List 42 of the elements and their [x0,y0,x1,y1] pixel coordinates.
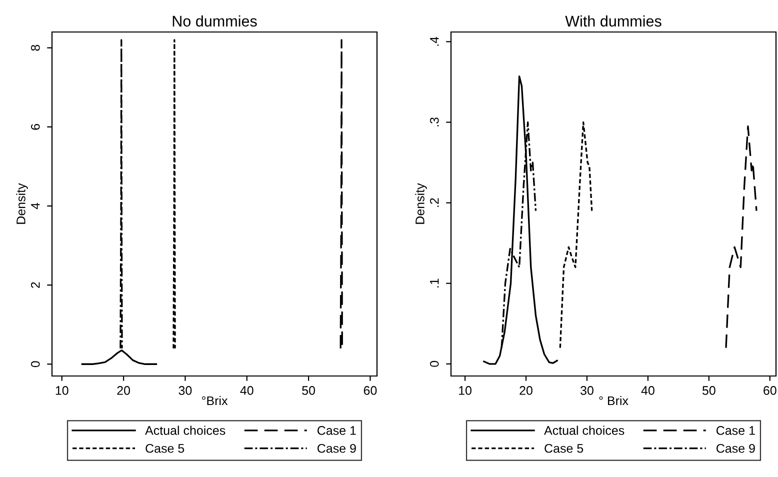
legend-label: Actual choices [145,426,226,435]
x-tick-label: 10 [56,386,68,395]
y-tick-label: 8 [30,44,40,51]
y-tick-label: 6 [30,124,40,130]
y-axis-title: Density [415,183,427,224]
x-tick-label: 30 [580,386,594,395]
y-tick-label: .2 [430,198,439,207]
x-tick-label: 60 [764,386,776,395]
y-tick-label: 4 [31,202,40,210]
legend-label: Case 1 [716,426,755,435]
y-tick-label: .1 [430,278,439,288]
legend-label: Case 5 [544,444,584,453]
line-series [500,121,537,349]
x-tick-label: 50 [302,386,316,395]
line-series [559,121,593,349]
y-tick-label: 0 [30,361,40,368]
chart-title: With dummies [565,15,662,27]
x-tick-label: 60 [364,386,377,395]
line-series [172,39,176,350]
line-series [340,39,343,350]
x-axis-title: ° Brix [599,396,628,406]
y-tick-label: .4 [430,36,439,46]
y-axis-title: Density [16,183,28,224]
x-tick-label: 40 [240,386,254,395]
legend-label: Actual choices [544,426,624,435]
legend-label: Case 9 [318,444,356,453]
chart-title: No dummies [172,15,257,27]
line-series [483,75,558,365]
y-tick-label: 0 [430,360,439,367]
y-tick-label: .3 [430,118,439,126]
x-tick-label: 20 [520,386,532,395]
x-axis-title: °Brix [202,396,228,406]
x-tick-label: 30 [178,386,192,395]
x-tick-label: 50 [702,386,716,395]
legend-label: Case 9 [716,444,755,453]
legend-label: Case 1 [318,426,356,435]
x-tick-label: 20 [117,386,130,395]
y-tick-label: 2 [30,282,40,288]
x-tick-label: 10 [459,386,472,395]
x-tick-label: 40 [641,386,654,395]
legend-label: Case 5 [146,444,184,453]
line-series [725,125,758,349]
